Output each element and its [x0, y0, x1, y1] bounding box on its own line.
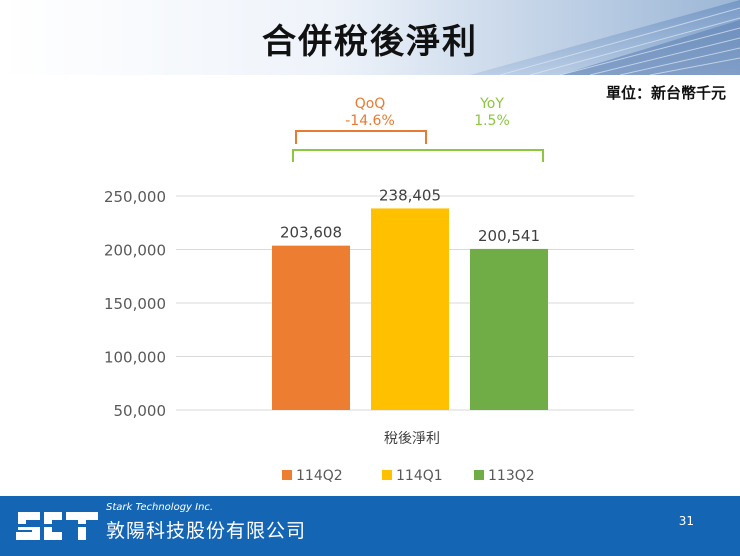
page-number: 31: [678, 514, 694, 528]
qoq-bracket: [295, 130, 427, 144]
footer-bar: Stark Technology Inc. 敦陽科技股份有限公司 31: [0, 496, 740, 556]
qoq-label: QoQ: [354, 96, 386, 112]
y-tick-label: 50,000: [114, 402, 167, 420]
y-tick-label: 200,000: [104, 242, 166, 260]
yoy-value: 1.5%: [474, 113, 510, 129]
page-title: 合併稅後淨利: [262, 22, 478, 62]
legend-swatch-114Q2: [282, 470, 292, 480]
legend-label-114Q2: 114Q2: [296, 468, 343, 484]
data-label-113Q2: 200,541: [478, 227, 540, 245]
company-logo: [10, 512, 102, 540]
y-tick-label: 100,000: [104, 349, 166, 367]
qoq-value: -14.6%: [345, 113, 395, 129]
yoy-label: YoY: [480, 96, 504, 112]
legend-swatch-113Q2: [474, 470, 484, 480]
yoy-annotation: YoY 1.5%: [452, 96, 532, 130]
legend-swatch-114Q1: [382, 470, 392, 480]
bar-113Q2: [470, 248, 548, 410]
y-axis-ticks: 50,000 100,000 150,000 200,000 250,000: [104, 188, 166, 420]
x-axis-label: 稅後淨利: [384, 431, 440, 447]
data-label-114Q2: 203,608: [280, 224, 342, 242]
data-label-114Q1: 238,405: [379, 186, 441, 204]
legend-label-113Q2: 113Q2: [488, 468, 535, 484]
company-name-zh: 敦陽科技股份有限公司: [106, 520, 307, 542]
legend: 114Q2 114Q1 113Q2: [282, 468, 535, 484]
bar-114Q2: [272, 245, 350, 410]
building-banner-image: [0, 0, 740, 75]
header-banner: 合併稅後淨利: [0, 0, 740, 75]
legend-label-114Q1: 114Q1: [396, 468, 443, 484]
y-tick-label: 150,000: [104, 295, 166, 313]
unit-label: 單位：新台幣千元: [605, 84, 726, 102]
y-tick-label: 250,000: [104, 188, 166, 206]
qoq-annotation: QoQ -14.6%: [330, 96, 410, 130]
company-name-en: Stark Technology Inc.: [106, 502, 214, 513]
net-income-bar-chart: 50,000 100,000 150,000 200,000 250,000 203,6…: [104, 130, 634, 484]
bar-114Q1: [371, 208, 449, 410]
yoy-bracket: [292, 149, 544, 162]
data-labels: 203,608 238,405 200,541: [280, 186, 540, 245]
bars: [272, 208, 548, 410]
